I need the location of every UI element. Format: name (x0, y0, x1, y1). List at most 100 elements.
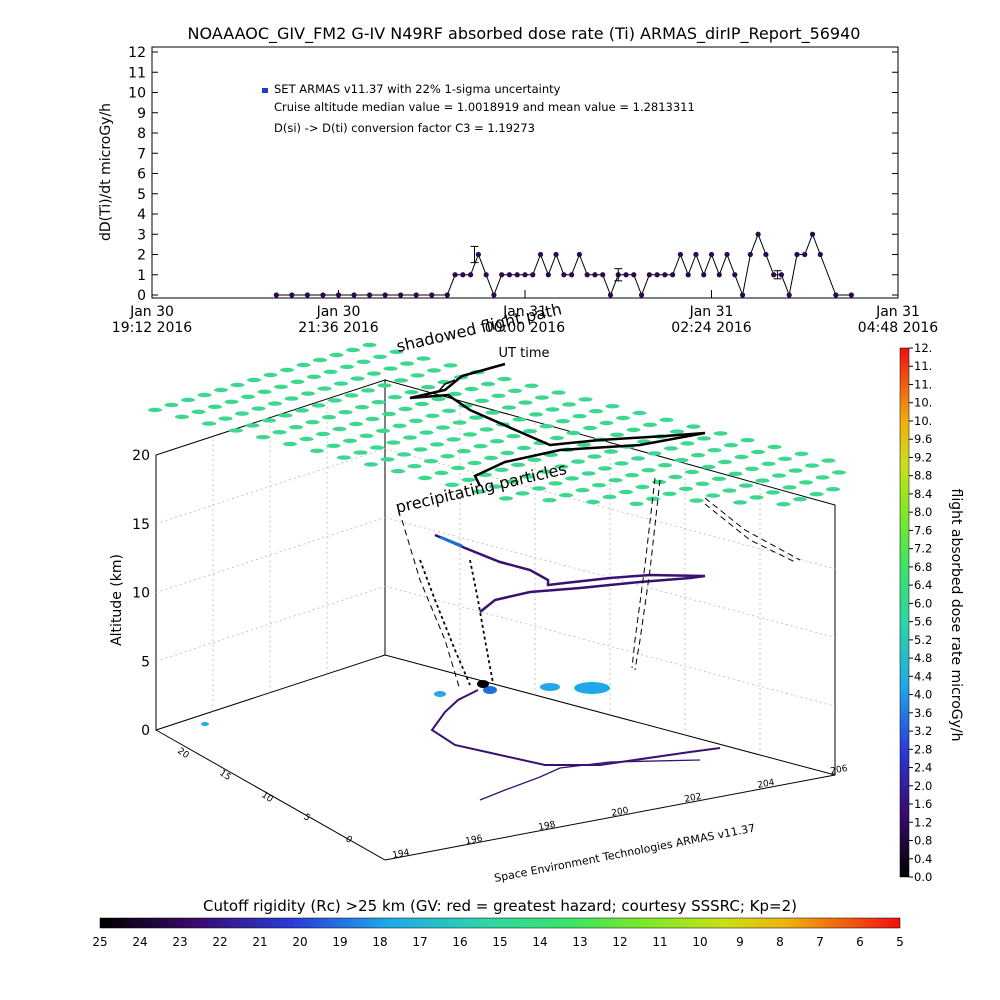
cyan-blob (574, 682, 610, 694)
precip-cell (505, 479, 519, 484)
high-dose-segment (439, 535, 463, 548)
precip-cell (587, 454, 602, 459)
precip-cell (224, 399, 239, 404)
series-point (537, 251, 544, 258)
series-point (382, 292, 388, 298)
precip-cell (691, 453, 705, 458)
series-point (335, 292, 342, 298)
dose-tick-label: 0.4 (914, 852, 932, 866)
rigidity-colorbar-ticks: 25 24 23 22 21 20 19 18 17 16 15 14 13 12 11 10 9 8 7 6 5 (92, 935, 903, 949)
precip-cell (583, 425, 597, 431)
precip-cell (251, 406, 266, 411)
precip-cell (565, 476, 579, 481)
precip-cell (322, 415, 336, 420)
precip-cell (581, 471, 596, 476)
precip-cell (511, 462, 525, 467)
rigidity-tick-label: 15 (492, 935, 507, 949)
precip-cell (674, 458, 689, 463)
dose-tick-label: 9.2 (914, 450, 932, 464)
precip-cell (371, 400, 386, 405)
series-point (732, 272, 738, 278)
legend-marker (262, 88, 268, 93)
top-y-tick-label: 9 (137, 106, 146, 122)
precip-cell (664, 446, 678, 451)
top-y-tick-label: 2 (137, 248, 146, 264)
top-y-tick-label: 6 (137, 167, 146, 183)
precip-cell (274, 384, 288, 389)
precip-cell (344, 393, 359, 398)
dose-tick-label: 2.0 (914, 779, 932, 793)
box-grid-lines (155, 398, 836, 755)
series-point (289, 292, 295, 298)
dose-tick-label: 11. (914, 359, 932, 373)
series-point (631, 272, 637, 278)
series-point (833, 292, 839, 298)
precip-cell (689, 498, 704, 503)
rigidity-colorbar: Cutoff rigidity (Rc) >25 km (GV: red = g… (92, 897, 903, 949)
top-y-tick-label: 12 (128, 45, 146, 61)
precip-cell (740, 438, 755, 443)
dose-colorbar-title: flight absorbed dose rate microGy/h (948, 489, 964, 742)
precip-cell (388, 395, 402, 400)
grid-line (155, 585, 386, 662)
series-point (654, 272, 660, 278)
precip-cell (571, 459, 585, 464)
precip-cell (295, 408, 309, 413)
precip-cell (619, 489, 633, 495)
precip-cell (647, 451, 662, 456)
precip-cell (419, 430, 434, 435)
precip-cell (529, 412, 543, 417)
top-x-tick-time: 21:36 2016 (298, 320, 379, 336)
series-point (794, 251, 800, 258)
precip-cell (556, 419, 570, 424)
series-point (747, 251, 753, 258)
precip-cell (550, 435, 564, 441)
precip-cell (218, 416, 233, 421)
dose-tick-label: 2.8 (914, 742, 932, 756)
shadowed-flight-path (409, 362, 706, 487)
precip-cell (707, 448, 722, 453)
precip-cell (626, 427, 641, 432)
shadow-path-north (437, 379, 456, 393)
precip-cell (278, 413, 293, 418)
precip-cell (515, 491, 530, 496)
precip-cell (508, 388, 522, 393)
precip-cell (695, 481, 710, 486)
precip-cell (289, 425, 303, 430)
precip-cell (497, 376, 512, 382)
precip-cell (566, 430, 581, 436)
precip-cell (353, 450, 368, 455)
precip-cell (392, 423, 407, 428)
precip-cell (625, 473, 639, 478)
dose-tick-label: 12. (914, 341, 932, 355)
altitude-tick-label: 10 (132, 586, 150, 602)
top-y-tick-label: 7 (137, 146, 146, 162)
series-point (778, 272, 785, 278)
top-x-axis-label: UT time (499, 346, 550, 361)
precip-cell (296, 362, 311, 368)
top-y-tick-label: 5 (137, 187, 146, 203)
precip-cell (403, 435, 417, 440)
altitude-tick-label: 5 (141, 654, 150, 670)
precip-cell (329, 352, 344, 358)
precip-cell (448, 391, 462, 397)
precip-cell (481, 381, 495, 387)
precip-cell (394, 378, 408, 383)
precip-cell (652, 479, 666, 485)
precip-cell (362, 342, 377, 348)
precip-cell (338, 410, 353, 415)
precip-cell (310, 448, 324, 453)
rigidity-tick-label: 16 (452, 935, 467, 949)
series-point (514, 272, 520, 278)
longitude-tick-label: 196 (465, 834, 484, 847)
rigidity-colorbar-title: Cutoff rigidity (Rc) >25 km (GV: red = g… (203, 897, 797, 915)
precip-cell (418, 475, 432, 481)
series-point (817, 251, 823, 258)
precip-cell (359, 433, 374, 438)
precip-cell (376, 428, 390, 433)
precip-cell (334, 381, 348, 386)
top-y-tick-label: 3 (137, 227, 146, 243)
precip-cell (643, 422, 657, 427)
